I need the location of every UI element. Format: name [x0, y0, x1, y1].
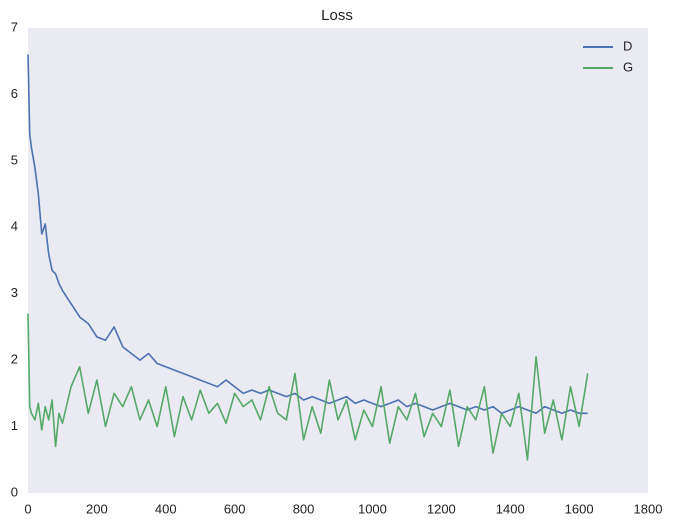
- plot-area: [28, 28, 648, 493]
- x-tick-label: 0: [24, 501, 31, 516]
- x-tick-label: 1600: [565, 501, 594, 516]
- y-tick-label: 0: [11, 484, 18, 499]
- y-tick-label: 1: [11, 418, 18, 433]
- y-tick-label: 2: [11, 352, 18, 367]
- line-series: [27, 313, 589, 461]
- y-tick-label: 5: [11, 152, 18, 167]
- y-tick-label: 4: [11, 219, 18, 234]
- x-tick-label: 400: [155, 501, 177, 516]
- x-tick-label: 1400: [496, 501, 525, 516]
- x-tick-label: 200: [86, 501, 108, 516]
- y-tick-label: 7: [11, 19, 18, 34]
- x-tick-label: 600: [224, 501, 246, 516]
- x-tick-label: 1000: [358, 501, 387, 516]
- y-tick-label: 3: [11, 285, 18, 300]
- y-tick-label: 6: [11, 86, 18, 101]
- x-tick-label: 1800: [634, 501, 663, 516]
- x-tick-label: 800: [293, 501, 315, 516]
- legend-label: G: [623, 59, 633, 74]
- legend-label: D: [623, 38, 632, 53]
- line-series: [27, 54, 588, 415]
- chart-title: Loss: [321, 7, 353, 24]
- x-tick-label: 1200: [427, 501, 456, 516]
